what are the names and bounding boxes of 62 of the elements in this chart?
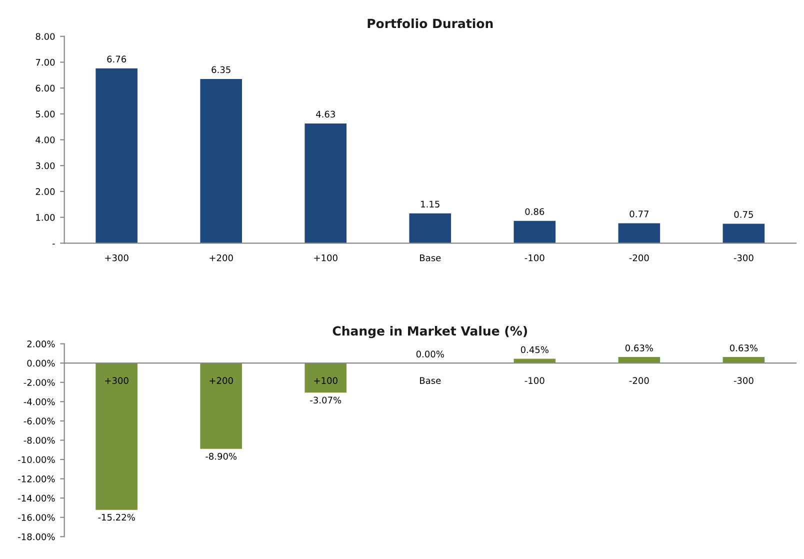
data-label: 6.76: [107, 56, 126, 63]
bar: [722, 224, 765, 244]
x-tick-label: +300: [105, 377, 128, 384]
data-label: 0.63%: [625, 344, 654, 352]
data-label: 0.77: [630, 210, 648, 218]
x-tick-label: +100: [314, 254, 338, 262]
y-tick-label: -10.00%: [18, 456, 55, 464]
y-tick-label: -8.00%: [24, 436, 55, 444]
y-tick-label: 2.00: [36, 188, 55, 196]
bar: [514, 220, 556, 244]
bar: [96, 363, 138, 510]
data-label: 6.35: [212, 66, 230, 74]
data-label: 0.75: [734, 211, 753, 218]
x-tick-label: +200: [210, 377, 233, 384]
bar: [722, 356, 765, 364]
bar: [96, 68, 138, 244]
x-tick-label: +200: [210, 254, 233, 262]
data-label: 1.15: [421, 200, 440, 208]
x-tick-label: -100: [524, 377, 544, 384]
data-label: -8.90%: [206, 452, 237, 460]
x-tick-label: -100: [524, 254, 544, 262]
data-label: 0.45%: [520, 346, 548, 354]
x-tick-label: -200: [629, 377, 649, 384]
bar: [409, 213, 452, 244]
y-tick-label: -18.00%: [18, 533, 55, 540]
bar: [304, 363, 347, 393]
y-tick-label: -16.00%: [18, 514, 55, 521]
bar: [200, 78, 242, 244]
x-tick-label: +300: [105, 254, 128, 262]
y-tick-label: 4.00: [36, 136, 55, 144]
y-tick-label: -2.00%: [24, 379, 55, 386]
y-tick-label: 3.00: [36, 162, 55, 170]
y-tick-label: -6.00%: [24, 418, 55, 424]
bar: [618, 223, 660, 244]
y-tick-label: -4.00%: [24, 398, 55, 406]
data-label: 4.63: [316, 110, 335, 118]
data-label: -3.07%: [310, 396, 342, 404]
x-tick-label: +100: [314, 377, 338, 384]
x-tick-label: -300: [734, 377, 754, 384]
x-tick-label: -300: [734, 254, 754, 262]
data-label: -15.22%: [98, 514, 135, 521]
chart-title: Change in Market Value (%): [332, 326, 528, 338]
data-label: 0.63%: [730, 344, 758, 352]
data-label: 0.00%: [416, 350, 444, 358]
y-tick-label: 7.00: [36, 58, 55, 66]
bar: [200, 363, 242, 449]
data-label: 0.86: [525, 208, 544, 216]
y-tick-label: -14.00%: [18, 494, 55, 502]
x-tick-label: Base: [420, 254, 441, 262]
y-tick-label: 2.00%: [27, 340, 55, 348]
y-tick-label: 6.00: [36, 84, 55, 92]
x-tick-label: Base: [420, 377, 441, 384]
y-tick-label: 8.00: [36, 33, 55, 40]
bar: [514, 358, 556, 364]
x-tick-label: -200: [629, 254, 649, 262]
y-tick-label: 0.00%: [27, 360, 55, 367]
y-tick-label: -12.00%: [18, 476, 55, 482]
y-tick-label: 1.00: [36, 214, 55, 221]
chart-title: Portfolio Duration: [368, 18, 493, 28]
bar: [304, 123, 347, 244]
y-tick-label: 5.00: [36, 110, 55, 118]
bar: [618, 356, 660, 364]
